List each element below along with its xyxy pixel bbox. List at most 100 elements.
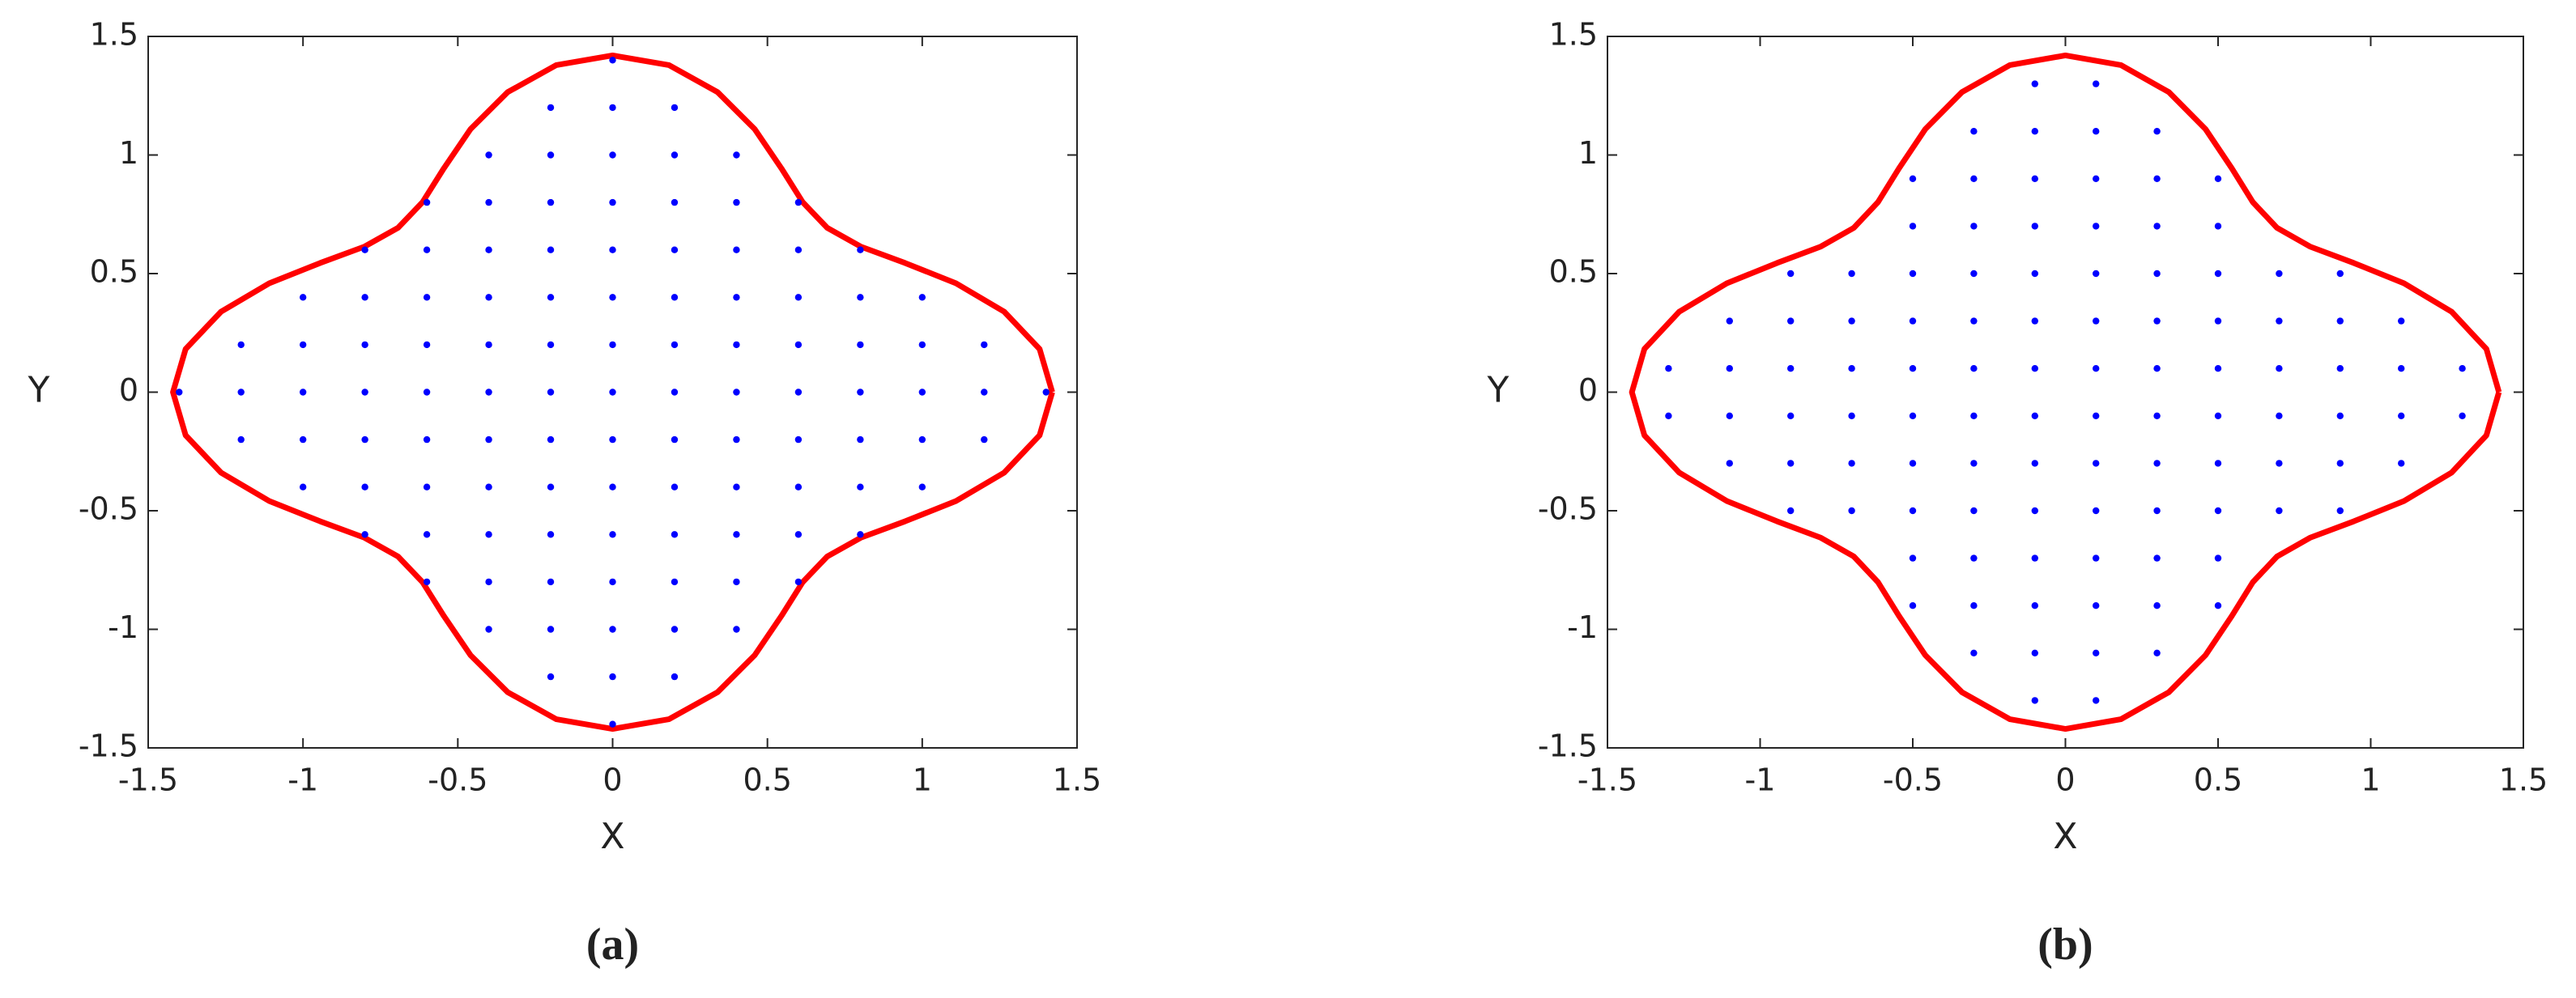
- point: [2153, 554, 2161, 562]
- point: [361, 246, 368, 253]
- point: [2459, 412, 2466, 419]
- point: [1909, 554, 1917, 562]
- point: [2153, 223, 2161, 230]
- point: [1848, 270, 1855, 278]
- point: [1970, 412, 1978, 419]
- point: [2214, 554, 2222, 562]
- point: [609, 198, 616, 206]
- point: [547, 104, 555, 112]
- point: [547, 246, 555, 253]
- point: [1042, 389, 1050, 396]
- point: [857, 435, 864, 444]
- point: [2093, 80, 2100, 87]
- point: [2398, 460, 2405, 467]
- point: [2214, 317, 2222, 325]
- point: [733, 389, 740, 396]
- point: [671, 626, 679, 633]
- point: [2031, 128, 2038, 135]
- point: [733, 578, 740, 586]
- point: [1787, 507, 1795, 515]
- point: [485, 578, 492, 586]
- point: [794, 435, 803, 444]
- x-tick-label: 0: [2055, 762, 2075, 798]
- point: [485, 483, 492, 491]
- point: [794, 531, 803, 538]
- point: [857, 246, 864, 253]
- point: [2153, 175, 2161, 182]
- point: [733, 435, 740, 444]
- caption: (a): [586, 919, 639, 970]
- point: [547, 294, 555, 301]
- point: [176, 389, 183, 396]
- point: [918, 483, 926, 491]
- point: [733, 531, 740, 538]
- point: [2093, 554, 2100, 562]
- y-tick-label: 0: [1578, 372, 1598, 408]
- x-tick-label: -1.5: [118, 762, 178, 798]
- point: [423, 531, 431, 538]
- point: [2214, 365, 2222, 372]
- y-tick-label: -0.5: [1538, 491, 1598, 527]
- point: [547, 151, 555, 159]
- point: [423, 483, 431, 491]
- point: [2153, 602, 2161, 609]
- point: [671, 341, 679, 349]
- point: [1848, 317, 1855, 325]
- point: [981, 389, 988, 396]
- point: [794, 483, 803, 491]
- point: [2214, 602, 2222, 609]
- point: [2031, 317, 2038, 325]
- point: [2093, 697, 2100, 704]
- x-tick-label: -0.5: [1883, 762, 1943, 798]
- point: [2276, 270, 2283, 278]
- point: [1909, 175, 1917, 182]
- point: [671, 531, 679, 538]
- point: [423, 389, 431, 396]
- x-tick-label: 0.5: [743, 762, 791, 798]
- point: [1970, 365, 1978, 372]
- point: [2153, 649, 2161, 656]
- point: [423, 294, 431, 301]
- point: [237, 341, 245, 349]
- y-tick-label: 1.5: [1549, 17, 1598, 53]
- point: [918, 435, 926, 444]
- point: [2031, 602, 2038, 609]
- point: [1970, 128, 1978, 135]
- point: [2031, 554, 2038, 562]
- x-tick-label: -0.5: [428, 762, 488, 798]
- point: [794, 198, 803, 206]
- point: [299, 389, 307, 396]
- point: [671, 198, 679, 206]
- point: [2336, 365, 2344, 372]
- point: [361, 294, 368, 301]
- point: [2153, 460, 2161, 467]
- point: [1787, 317, 1795, 325]
- point: [1970, 554, 1978, 562]
- point: [2153, 317, 2161, 325]
- point: [857, 531, 864, 538]
- y-tick-label: 0.5: [1549, 254, 1598, 290]
- point: [1726, 317, 1733, 325]
- point: [547, 483, 555, 491]
- x-tick-label: 0: [602, 762, 622, 798]
- point: [794, 389, 803, 396]
- point: [423, 246, 431, 253]
- y-tick-label: 1: [1578, 135, 1598, 171]
- point: [918, 341, 926, 349]
- point: [794, 294, 803, 301]
- point: [423, 435, 431, 444]
- point: [2093, 223, 2100, 230]
- point: [2336, 507, 2344, 515]
- point: [2153, 365, 2161, 372]
- point: [1848, 460, 1855, 467]
- point: [733, 626, 740, 633]
- point: [671, 389, 679, 396]
- point: [918, 294, 926, 301]
- point: [485, 531, 492, 538]
- point: [1970, 223, 1978, 230]
- point: [1787, 365, 1795, 372]
- point: [671, 578, 679, 586]
- point: [547, 578, 555, 586]
- point: [547, 389, 555, 396]
- point: [609, 57, 616, 64]
